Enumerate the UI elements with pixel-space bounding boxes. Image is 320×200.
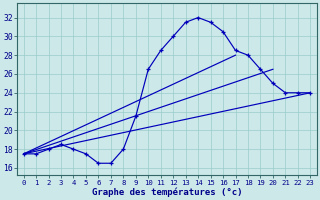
X-axis label: Graphe des températures (°c): Graphe des températures (°c) [92, 187, 242, 197]
